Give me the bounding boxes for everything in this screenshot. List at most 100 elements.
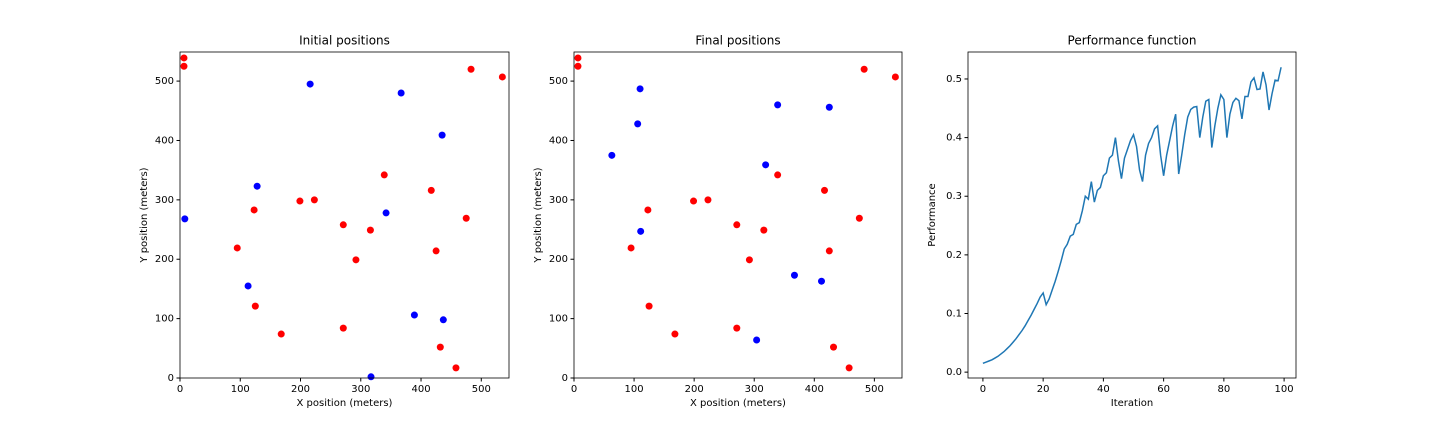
point xyxy=(818,277,826,285)
point xyxy=(432,247,440,255)
x-axis-label: Iteration xyxy=(1111,398,1153,409)
point xyxy=(574,54,582,62)
y-tick-label: 0 xyxy=(562,373,568,384)
x-tick-label: 500 xyxy=(865,384,884,395)
point xyxy=(436,343,444,351)
axes-frame xyxy=(179,51,510,379)
point xyxy=(760,226,768,234)
x-tick-label: 500 xyxy=(472,384,491,395)
x-tick-label: 0 xyxy=(980,384,986,395)
point xyxy=(367,373,375,381)
point xyxy=(855,214,863,222)
point xyxy=(339,221,347,229)
point xyxy=(733,221,741,229)
point xyxy=(296,197,304,205)
y-tick-label: 0.0 xyxy=(946,367,962,378)
point xyxy=(645,302,653,310)
point xyxy=(438,131,446,139)
x-tick-label: 20 xyxy=(1037,384,1050,395)
point xyxy=(352,256,360,264)
point xyxy=(180,54,188,62)
point xyxy=(733,324,741,332)
point xyxy=(310,196,318,204)
point xyxy=(339,324,347,332)
x-tick-label: 0 xyxy=(571,384,577,395)
x-tick-label: 40 xyxy=(1097,384,1110,395)
point xyxy=(244,282,252,290)
point xyxy=(774,171,782,179)
point xyxy=(860,65,868,73)
point xyxy=(410,311,418,319)
point xyxy=(762,161,770,169)
point xyxy=(690,197,698,205)
x-tick-label: 400 xyxy=(805,384,824,395)
point xyxy=(637,227,645,235)
point xyxy=(671,330,679,338)
point xyxy=(397,89,405,97)
x-axis-label: X position (meters) xyxy=(297,398,393,409)
y-tick-label: 0.2 xyxy=(946,250,962,261)
point xyxy=(845,364,853,372)
point xyxy=(439,316,447,324)
line xyxy=(982,67,1282,365)
point xyxy=(180,62,188,70)
point xyxy=(636,85,644,93)
x-tick-label: 300 xyxy=(351,384,370,395)
x-tick-label: 100 xyxy=(625,384,644,395)
x-tick-label: 60 xyxy=(1157,384,1170,395)
point xyxy=(627,244,635,252)
point xyxy=(830,343,838,351)
y-tick-label: 300 xyxy=(155,195,174,206)
point xyxy=(382,209,390,217)
point xyxy=(250,206,258,214)
point xyxy=(306,80,314,88)
y-tick-label: 500 xyxy=(549,76,568,87)
point xyxy=(277,330,285,338)
x-axis-label: X position (meters) xyxy=(690,398,786,409)
point xyxy=(825,247,833,255)
y-tick-label: 100 xyxy=(155,314,174,325)
chart-title: Final positions xyxy=(695,34,780,48)
chart-title: Initial positions xyxy=(299,34,390,48)
y-tick-label: 200 xyxy=(155,254,174,265)
point xyxy=(644,206,652,214)
y-axis-label: Performance xyxy=(927,183,938,246)
x-tick-label: 400 xyxy=(411,384,430,395)
point xyxy=(498,73,506,81)
y-tick-label: 0.1 xyxy=(946,309,962,320)
point xyxy=(753,336,761,344)
x-tick-label: 300 xyxy=(745,384,764,395)
y-tick-label: 0.4 xyxy=(946,133,962,144)
point xyxy=(634,120,642,128)
point xyxy=(608,151,616,159)
x-tick-label: 80 xyxy=(1217,384,1230,395)
point xyxy=(891,73,899,81)
point xyxy=(774,101,782,109)
point xyxy=(462,214,470,222)
point xyxy=(181,215,189,223)
point xyxy=(366,226,374,234)
y-tick-label: 300 xyxy=(549,195,568,206)
point xyxy=(380,171,388,179)
point xyxy=(452,364,460,372)
point xyxy=(251,302,259,310)
x-tick-label: 100 xyxy=(1275,384,1294,395)
y-axis-label: Y position (meters) xyxy=(139,167,150,263)
y-axis-label: Y position (meters) xyxy=(533,167,544,263)
point xyxy=(825,103,833,111)
y-tick-label: 0.3 xyxy=(946,191,962,202)
point xyxy=(233,244,241,252)
y-tick-label: 400 xyxy=(549,135,568,146)
x-tick-label: 200 xyxy=(685,384,704,395)
point xyxy=(745,256,753,264)
y-tick-label: 100 xyxy=(549,314,568,325)
y-tick-label: 400 xyxy=(155,135,174,146)
chart-title: Performance function xyxy=(1068,34,1197,48)
y-tick-label: 0.5 xyxy=(946,74,962,85)
point xyxy=(253,182,261,190)
point xyxy=(704,196,712,204)
y-tick-label: 0 xyxy=(168,373,174,384)
point xyxy=(574,62,582,70)
point xyxy=(790,271,798,279)
